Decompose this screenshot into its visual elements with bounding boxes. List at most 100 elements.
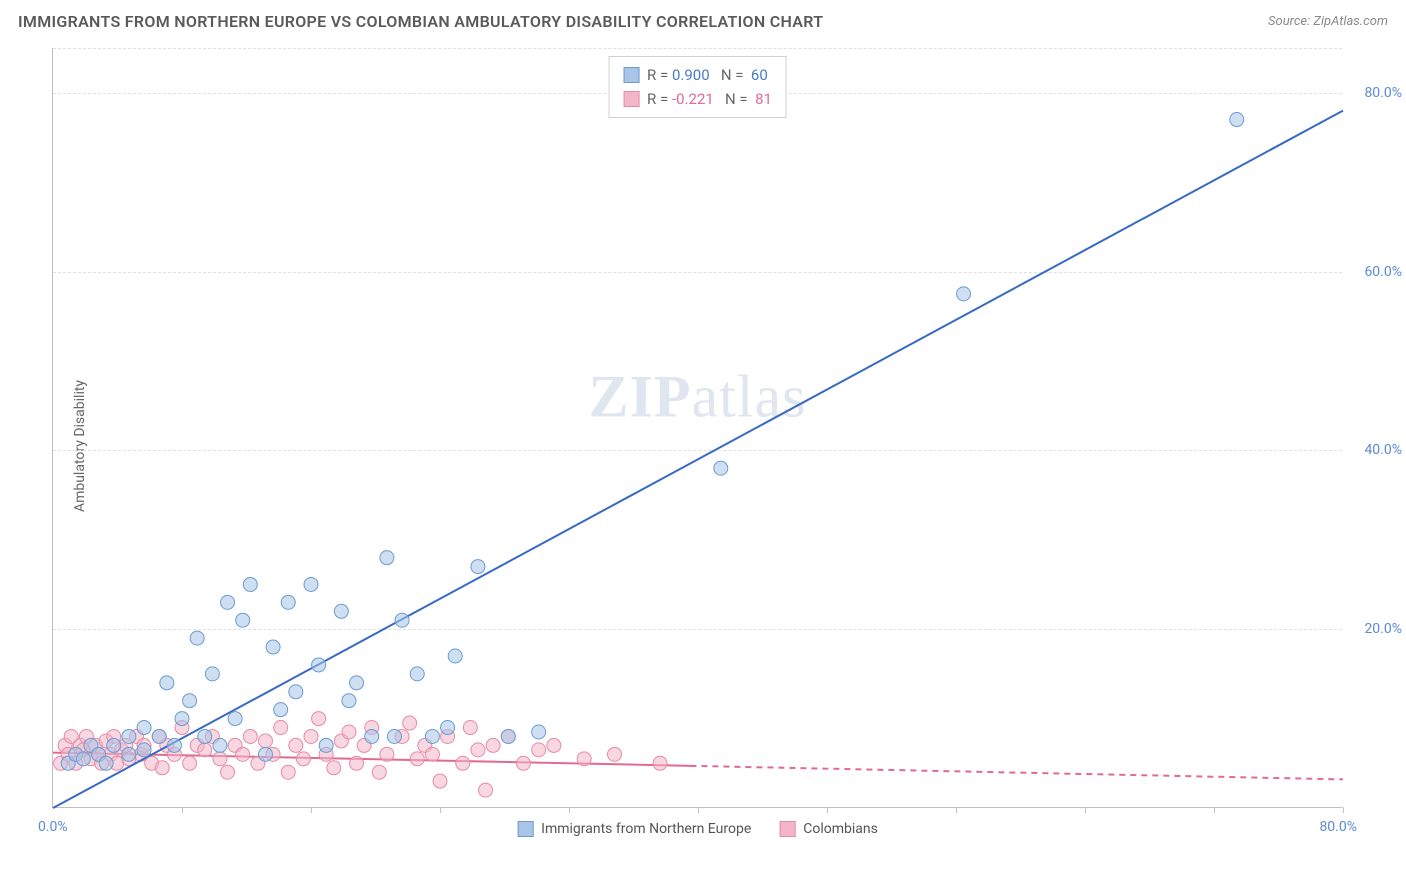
series-legend: Immigrants from Northern Europe Colombian…	[517, 821, 878, 837]
legend-swatch	[517, 821, 533, 837]
x-tick	[182, 807, 183, 813]
data-point	[479, 783, 493, 797]
data-point	[456, 756, 470, 770]
data-point	[501, 729, 515, 743]
data-point	[319, 738, 333, 752]
data-point	[577, 752, 591, 766]
series-legend-item: Immigrants from Northern Europe	[517, 821, 751, 837]
data-point	[403, 716, 417, 730]
y-tick-label: 60.0%	[1347, 264, 1402, 280]
data-point	[289, 738, 303, 752]
data-point	[1230, 113, 1244, 127]
data-point	[372, 765, 386, 779]
data-point	[410, 752, 424, 766]
data-point	[471, 560, 485, 574]
data-point	[175, 712, 189, 726]
data-point	[281, 595, 295, 609]
y-tick-label: 80.0%	[1347, 85, 1402, 101]
data-point	[312, 712, 326, 726]
data-point	[304, 729, 318, 743]
data-point	[410, 667, 424, 681]
data-point	[547, 738, 561, 752]
data-point	[653, 756, 667, 770]
data-point	[107, 738, 121, 752]
data-point	[342, 725, 356, 739]
data-point	[137, 743, 151, 757]
data-point	[433, 774, 447, 788]
x-tick	[440, 807, 441, 813]
data-point	[137, 721, 151, 735]
data-point	[380, 551, 394, 565]
data-point	[258, 747, 272, 761]
x-tick	[827, 807, 828, 813]
legend-swatch	[623, 67, 639, 83]
data-point	[274, 703, 288, 717]
x-axis-min-label: 0.0%	[38, 819, 68, 835]
data-point	[236, 747, 250, 761]
legend-stats: R = -0.221 N = 81	[647, 87, 772, 111]
correlation-legend: R = 0.900 N = 60R = -0.221 N = 81	[608, 56, 787, 118]
data-point	[274, 721, 288, 735]
data-point	[190, 631, 204, 645]
data-point	[122, 747, 136, 761]
data-point	[198, 729, 212, 743]
data-point	[395, 613, 409, 627]
data-point	[532, 743, 546, 757]
data-point	[266, 640, 280, 654]
data-point	[471, 743, 485, 757]
data-point	[532, 725, 546, 739]
data-point	[155, 761, 169, 775]
series-legend-label: Colombians	[803, 821, 878, 837]
data-point	[304, 577, 318, 591]
legend-swatch	[779, 821, 795, 837]
data-point	[312, 658, 326, 672]
data-point	[463, 721, 477, 735]
y-tick-label: 20.0%	[1347, 621, 1402, 637]
data-point	[205, 667, 219, 681]
data-point	[258, 734, 272, 748]
data-point	[441, 721, 455, 735]
source-label: Source: ZipAtlas.com	[1268, 14, 1388, 29]
data-point	[167, 738, 181, 752]
x-tick	[1343, 807, 1344, 813]
y-tick-label: 40.0%	[1347, 442, 1402, 458]
data-point	[160, 676, 174, 690]
x-tick	[698, 807, 699, 813]
data-point	[213, 752, 227, 766]
data-point	[327, 761, 341, 775]
scatter-plot	[53, 48, 1342, 807]
data-point	[425, 747, 439, 761]
data-point	[425, 729, 439, 743]
data-point	[350, 676, 364, 690]
data-point	[334, 604, 348, 618]
data-point	[350, 756, 364, 770]
data-point	[957, 287, 971, 301]
data-point	[296, 752, 310, 766]
chart-title: IMMIGRANTS FROM NORTHERN EUROPE VS COLOM…	[18, 12, 823, 31]
data-point	[221, 765, 235, 779]
data-point	[236, 613, 250, 627]
data-point	[228, 712, 242, 726]
x-tick	[569, 807, 570, 813]
x-axis-max-label: 80.0%	[1319, 819, 1357, 835]
data-point	[152, 729, 166, 743]
data-point	[448, 649, 462, 663]
data-point	[516, 756, 530, 770]
data-point	[342, 694, 356, 708]
x-tick	[311, 807, 312, 813]
legend-row: R = 0.900 N = 60	[623, 63, 772, 87]
x-tick	[1085, 807, 1086, 813]
data-point	[122, 729, 136, 743]
x-tick	[1214, 807, 1215, 813]
data-point	[387, 729, 401, 743]
data-point	[608, 747, 622, 761]
data-point	[99, 756, 113, 770]
series-legend-label: Immigrants from Northern Europe	[541, 821, 751, 837]
legend-stats: R = 0.900 N = 60	[647, 63, 768, 87]
data-point	[183, 756, 197, 770]
data-point	[183, 694, 197, 708]
data-point	[198, 743, 212, 757]
x-tick	[956, 807, 957, 813]
data-point	[243, 577, 257, 591]
data-point	[221, 595, 235, 609]
